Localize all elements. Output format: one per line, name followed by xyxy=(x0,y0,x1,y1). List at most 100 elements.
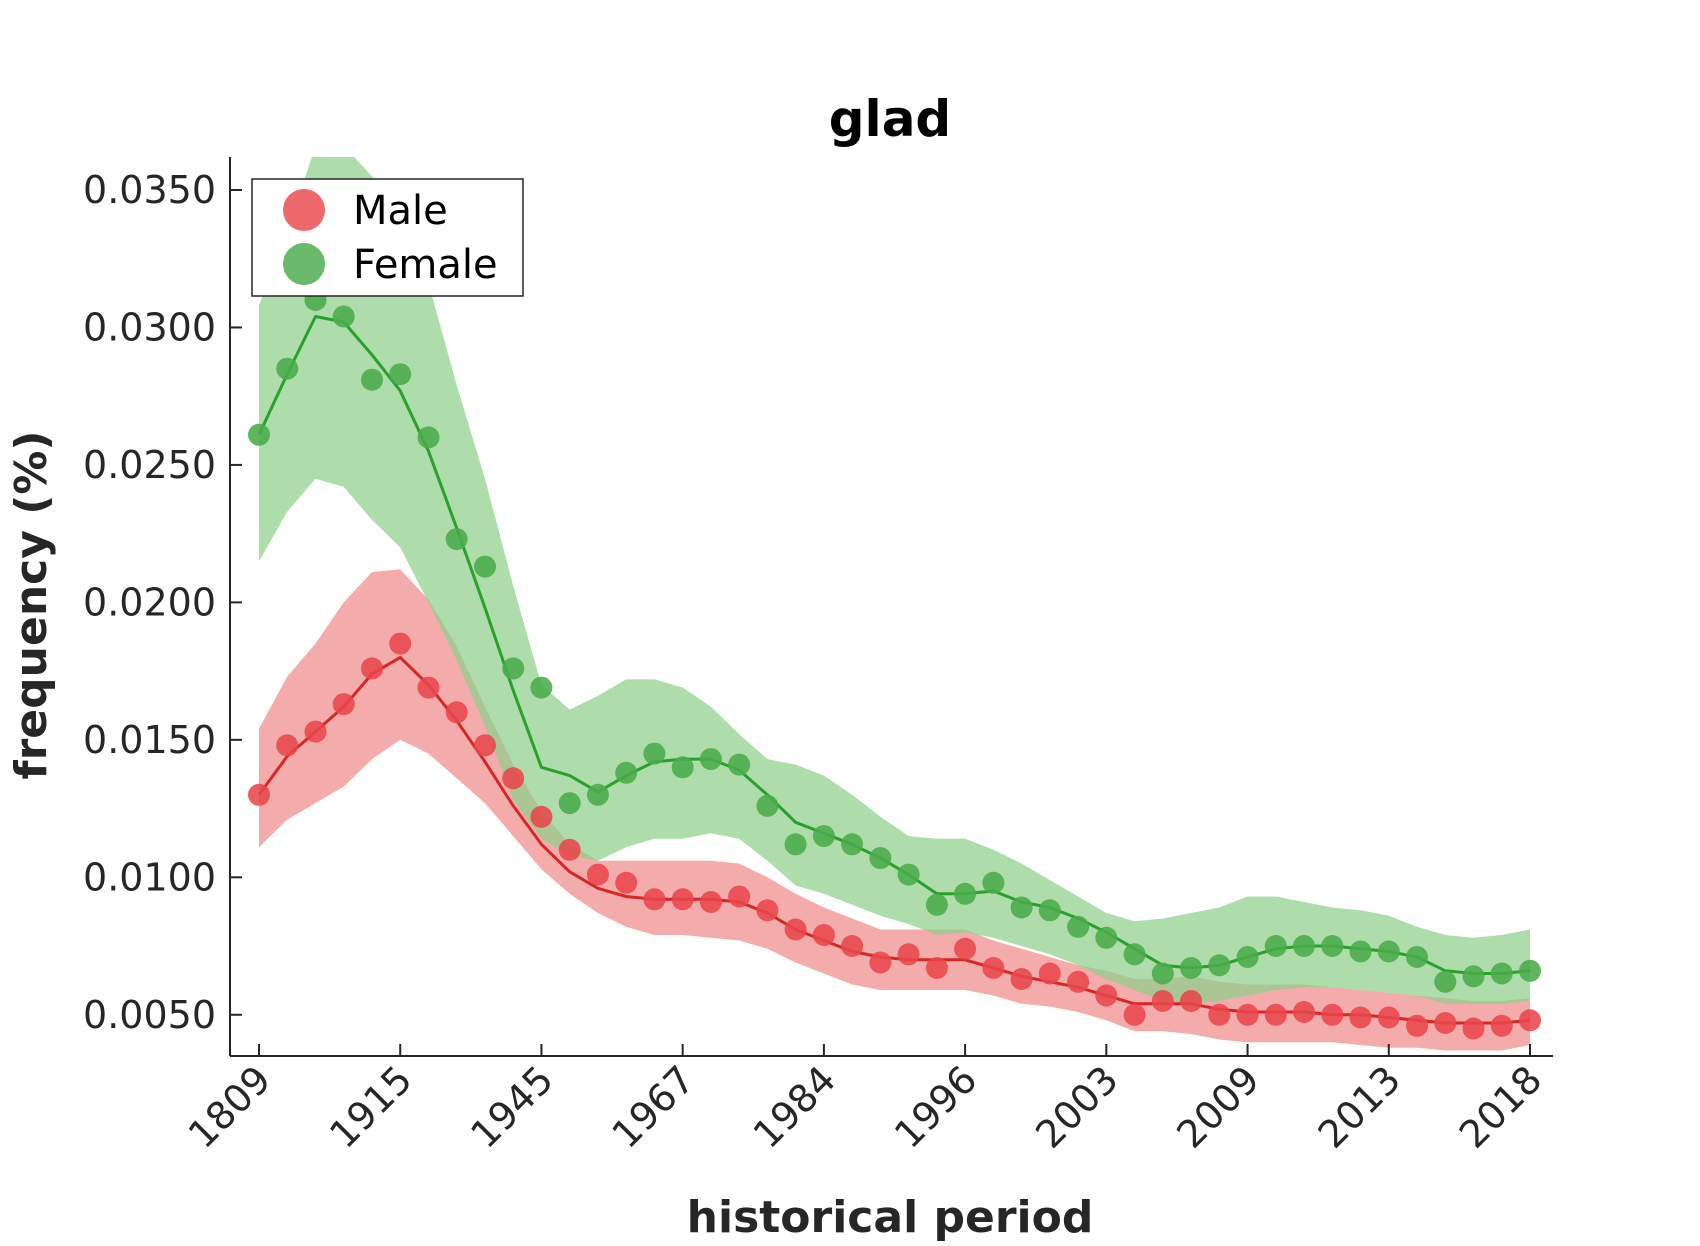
confidence-bands xyxy=(259,157,1530,1051)
y-tick-label: 0.0100 xyxy=(83,855,216,899)
point-female xyxy=(841,833,864,856)
point-male xyxy=(1377,1006,1400,1029)
y-tick-label: 0.0200 xyxy=(83,580,216,624)
axes xyxy=(229,157,1553,1057)
point-male xyxy=(812,924,835,946)
point-female xyxy=(869,847,892,870)
point-female xyxy=(1264,935,1287,957)
point-female xyxy=(1038,899,1061,922)
band-male xyxy=(259,569,1530,1051)
point-male xyxy=(1038,962,1061,985)
point-male xyxy=(1406,1014,1428,1037)
point-male xyxy=(417,676,440,699)
point-female xyxy=(925,893,948,916)
y-axis-title: frequency (%) xyxy=(6,430,57,779)
point-male xyxy=(841,935,864,957)
point-male xyxy=(728,885,751,908)
point-male xyxy=(502,767,525,790)
point-male xyxy=(1490,1014,1513,1037)
point-female xyxy=(1293,935,1315,957)
point-male xyxy=(248,783,270,806)
legend: Male Female xyxy=(251,178,524,297)
y-tick-label: 0.0150 xyxy=(83,718,216,762)
point-female xyxy=(389,363,412,386)
point-male xyxy=(1067,970,1090,993)
point-male xyxy=(643,888,666,911)
point-female xyxy=(728,753,751,776)
point-female xyxy=(784,833,807,856)
point-male xyxy=(276,734,299,757)
point-male xyxy=(332,693,355,716)
band-female xyxy=(259,157,1530,1004)
point-male xyxy=(1208,1003,1231,1026)
point-male xyxy=(784,918,807,941)
point-female xyxy=(1151,962,1174,985)
line-female xyxy=(257,315,1531,975)
point-female xyxy=(812,825,835,848)
point-male xyxy=(474,734,496,757)
point-male xyxy=(361,657,383,680)
point-female xyxy=(954,882,977,905)
point-male xyxy=(1123,1003,1146,1026)
point-female xyxy=(1434,970,1457,993)
point-female xyxy=(671,756,694,779)
point-female xyxy=(1067,915,1090,938)
point-female xyxy=(586,783,609,806)
point-female xyxy=(1236,946,1259,968)
point-male xyxy=(1010,968,1033,990)
point-female xyxy=(1123,943,1146,966)
point-male xyxy=(1434,1012,1457,1034)
point-female xyxy=(897,863,920,886)
point-male xyxy=(1293,1001,1315,1023)
point-female xyxy=(756,794,779,817)
point-male xyxy=(445,701,468,724)
point-female xyxy=(1462,965,1485,988)
point-female xyxy=(1490,962,1513,985)
point-female xyxy=(248,423,270,446)
point-female xyxy=(417,426,440,449)
line-male xyxy=(257,655,1531,1025)
legend-label-male: Male xyxy=(353,188,448,234)
point-female xyxy=(276,357,299,380)
point-female xyxy=(1180,957,1203,979)
data-points xyxy=(248,289,1541,1040)
point-male xyxy=(1264,1003,1287,1026)
point-male xyxy=(897,943,920,966)
point-female xyxy=(1406,946,1428,968)
point-female xyxy=(332,305,355,328)
y-ticks: 0.0050 0.0100 0.0150 0.0200 0.0250 0.0300 0.03… xyxy=(83,168,242,1037)
point-male xyxy=(1519,1009,1541,1032)
point-female xyxy=(643,742,666,765)
point-male xyxy=(1462,1017,1485,1040)
point-male xyxy=(615,871,638,894)
x-axis-title: historical period xyxy=(687,1192,1094,1243)
point-male xyxy=(699,891,722,913)
point-female xyxy=(502,657,525,680)
point-male xyxy=(558,838,581,861)
point-female xyxy=(1349,940,1372,963)
point-male xyxy=(671,888,694,911)
point-male xyxy=(1236,1003,1259,1026)
point-male xyxy=(1151,990,1174,1012)
point-female xyxy=(982,871,1005,894)
point-male xyxy=(756,899,779,922)
point-female xyxy=(1208,954,1231,977)
y-tick-label: 0.0300 xyxy=(83,305,216,349)
point-male xyxy=(389,632,412,655)
point-male xyxy=(869,951,892,974)
point-female xyxy=(1519,959,1541,982)
point-female xyxy=(474,555,496,578)
chart-title: glad xyxy=(829,90,951,148)
legend-marker-female xyxy=(283,243,325,285)
point-male xyxy=(954,937,977,960)
point-female xyxy=(1377,940,1400,963)
point-male xyxy=(1349,1006,1372,1029)
point-male xyxy=(586,863,609,886)
point-female xyxy=(1095,926,1118,949)
point-male xyxy=(530,805,553,828)
point-female xyxy=(445,528,468,551)
point-male xyxy=(1095,984,1118,1007)
point-female xyxy=(1010,896,1033,919)
y-tick-label: 0.0050 xyxy=(83,993,216,1037)
